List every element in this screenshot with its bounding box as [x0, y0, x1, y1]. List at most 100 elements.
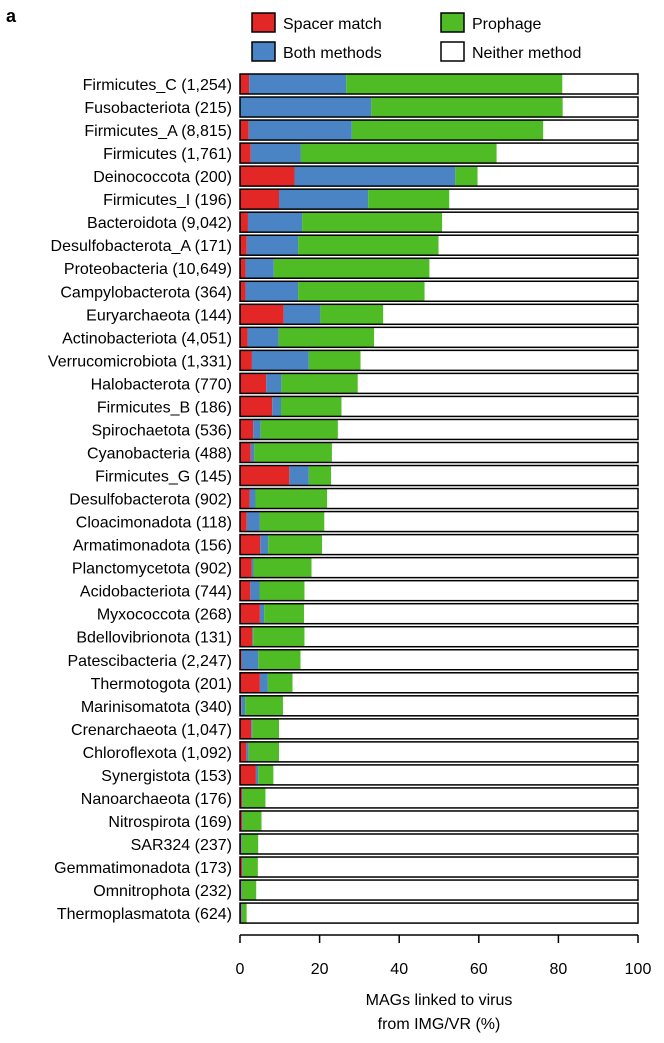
bar-segment-spacer-match [240, 857, 242, 878]
bar-segment-both-methods [245, 281, 299, 302]
category-label: Cyanobacteria (488) [87, 445, 232, 462]
bar-segment-prophage [264, 603, 305, 624]
bar-segment-prophage [252, 718, 280, 739]
bar-segment-spacer-match [240, 810, 242, 831]
category-label: Desulfobacterota (902) [69, 492, 232, 509]
bar-segment-both-methods [259, 603, 265, 624]
bar-segment-spacer-match [240, 235, 247, 256]
bar-segment-both-methods [246, 235, 299, 256]
bar-row [239, 579, 639, 602]
bar-outline [239, 96, 639, 118]
bar-segment-spacer-match [240, 718, 252, 739]
bar-row [239, 303, 639, 326]
bar-segment-neither-method [337, 419, 638, 440]
bar-outline [239, 672, 639, 694]
bar-segment-neither-method [438, 235, 638, 256]
bar-row [239, 326, 639, 349]
bar-row [239, 349, 639, 372]
bar-segment-spacer-match [240, 396, 273, 417]
bar-segment-prophage [258, 649, 301, 670]
legend-swatch [440, 41, 465, 62]
bar-row [239, 395, 639, 418]
category-label: Bacteroidota (9,042) [87, 215, 232, 232]
category-label: Deinococcota (200) [93, 169, 232, 186]
bar-segment-both-methods [246, 741, 249, 762]
bar-segment-both-methods [249, 74, 347, 94]
bar-outline [239, 602, 639, 625]
legend-swatch [251, 12, 276, 33]
bar-row [239, 142, 639, 164]
bar-segment-neither-method [256, 880, 638, 901]
bar-segment-spacer-match [240, 189, 279, 210]
bar-segment-prophage [268, 534, 322, 555]
bar-segment-neither-method [311, 557, 638, 578]
x-tick-label: 40 [390, 961, 408, 978]
bar-segment-neither-method [543, 120, 638, 141]
bar-outline [239, 579, 639, 602]
bar-segment-prophage [308, 465, 332, 486]
bar-row [239, 602, 639, 625]
bar-row [239, 487, 639, 510]
category-label: Nanoarchaeota (176) [81, 791, 232, 808]
bar-segment-spacer-match [240, 212, 248, 233]
bar-segment-prophage [258, 764, 274, 785]
bar-row [239, 280, 639, 303]
bar-row [239, 211, 639, 233]
bar-outline [239, 280, 639, 303]
bar-segment-both-methods [279, 189, 369, 210]
bar-outline [239, 902, 639, 924]
bar-segment-spacer-match [240, 787, 242, 808]
bar-segment-prophage [241, 833, 259, 854]
bar-segment-prophage [242, 787, 266, 808]
bar-segment-prophage [267, 672, 293, 693]
bar-segment-neither-method [304, 626, 638, 647]
bar-segment-spacer-match [240, 327, 248, 348]
category-label: Omnitrophota (232) [93, 883, 232, 900]
bar-segment-both-methods [252, 626, 254, 647]
legend-swatch [440, 12, 465, 33]
bar-segment-neither-method [374, 327, 638, 348]
bar-row [239, 257, 639, 279]
bar-segment-prophage [320, 304, 384, 325]
category-label: Desulfobacterota_A (171) [51, 238, 232, 255]
bar-segment-neither-method [562, 74, 638, 94]
bar-row [239, 718, 639, 740]
bar-segment-prophage [242, 810, 262, 831]
legend-item-spacer-match: Spacer match [251, 12, 382, 33]
bar-segment-neither-method [258, 833, 638, 854]
bar-segment-both-methods [247, 212, 303, 233]
bar-segment-both-methods [241, 857, 243, 878]
bar-segment-neither-method [300, 649, 638, 670]
bar-segment-spacer-match [240, 557, 252, 578]
bar-row [239, 902, 639, 924]
category-label: Spirochaetota (536) [91, 422, 232, 439]
bar-segment-prophage [273, 258, 430, 279]
bar-segment-neither-method [273, 764, 638, 785]
bar-row [239, 672, 639, 694]
bar-segment-prophage [260, 419, 338, 440]
category-label: Thermoplasmatota (624) [57, 906, 232, 923]
bar-segment-both-methods [255, 764, 259, 785]
bar-segment-spacer-match [240, 465, 290, 486]
bar-segment-neither-method [496, 143, 638, 164]
category-label: Firmicutes_A (8,815) [84, 123, 232, 140]
category-label: Thermotogota (201) [91, 676, 232, 693]
bar-segment-prophage [241, 880, 257, 901]
bar-segment-both-methods [240, 97, 372, 118]
x-axis: 0 20 40 60 80 100 [236, 934, 651, 978]
bar-segment-neither-method [304, 580, 638, 601]
bar-segment-both-methods [260, 534, 269, 555]
bar-segment-prophage [259, 511, 325, 532]
bar-segment-both-methods [272, 396, 281, 417]
bar-row [239, 879, 639, 901]
category-label: Firmicutes_B (186) [97, 399, 232, 416]
bar-row [239, 418, 639, 441]
category-label: Verrucomicrobiota (1,331) [48, 353, 232, 370]
bar-segment-both-methods [251, 557, 254, 578]
bar-row [239, 625, 639, 648]
category-label: Synergistota (153) [101, 768, 232, 785]
bar-segment-prophage [245, 695, 283, 716]
legend-item-neither-method: Neither method [440, 41, 581, 62]
bar-segment-both-methods [247, 327, 279, 348]
bar-segment-both-methods [294, 166, 456, 187]
